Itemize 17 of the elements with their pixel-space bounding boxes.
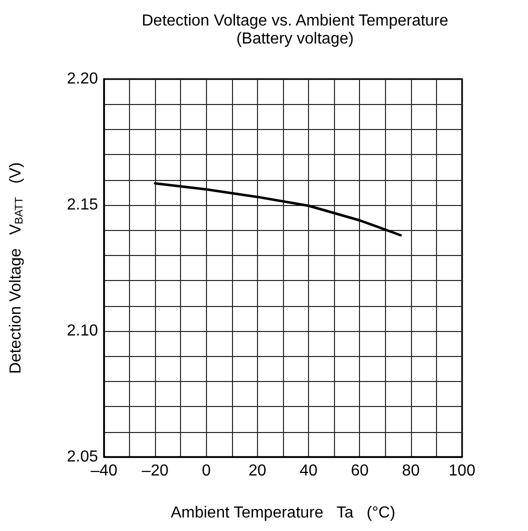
x-tick-label: 0 xyxy=(202,462,211,480)
line-series xyxy=(154,182,402,236)
x-axis-title: Ambient Temperature Ta (°C) xyxy=(170,504,396,522)
y-tick-label: 2.20 xyxy=(66,70,98,88)
text: Detection Voltage VBATT (V) xyxy=(8,162,26,374)
x-tick-label: –40 xyxy=(90,462,118,480)
y-tick-label: 2.15 xyxy=(66,196,98,214)
y-tick-label: 2.05 xyxy=(66,448,98,466)
chart-title: Detection Voltage vs. Ambient Temperature xyxy=(142,12,448,30)
x-tick-label: 60 xyxy=(350,462,369,480)
x-tick-label: –20 xyxy=(142,462,169,480)
x-tick-label: 40 xyxy=(300,462,318,480)
x-tick-label: 80 xyxy=(402,462,420,480)
y-tick-label: 2.10 xyxy=(66,322,98,340)
chart-subtitle: (Battery voltage) xyxy=(236,30,354,48)
x-tick-label: 20 xyxy=(248,462,266,480)
x-tick-label: 100 xyxy=(448,462,476,480)
